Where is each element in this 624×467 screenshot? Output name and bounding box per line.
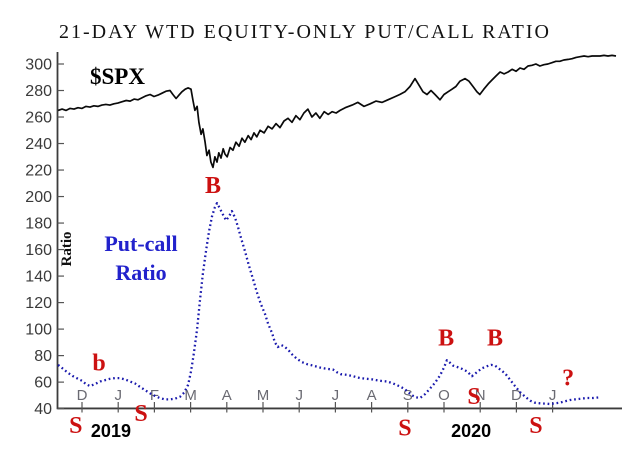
month-tick-label: D: [77, 387, 88, 404]
signal-S: S: [69, 413, 82, 439]
signal-S: S: [134, 401, 147, 427]
month-tick-label: A: [367, 387, 377, 404]
y-tick-label: 160: [25, 242, 52, 259]
y-tick-label: 100: [25, 322, 52, 339]
signal-S: S: [529, 413, 542, 439]
month-tick-label: D: [511, 387, 522, 404]
signal-S: S: [398, 416, 411, 442]
y-axis-title: Ratio: [59, 232, 75, 267]
spx-price-line: [57, 54, 617, 169]
y-tick-label: 240: [25, 136, 52, 153]
y-tick-label: 300: [25, 57, 52, 74]
month-tick-label: J: [114, 387, 122, 404]
question-mark-signal: ?: [562, 365, 574, 391]
month-tick-label: J: [549, 387, 557, 404]
y-tick-label: 120: [25, 295, 52, 312]
series-lines: [57, 54, 617, 406]
month-tick-label: N: [475, 387, 486, 404]
spx-series-label: $SPX: [90, 64, 145, 89]
y-tick-label: 180: [25, 216, 52, 233]
y-tick-label: 220: [25, 163, 52, 180]
y-tick-label: 280: [25, 83, 52, 100]
month-tick-label: M: [257, 387, 270, 404]
month-tick-label: J: [332, 387, 340, 404]
chart-title: 21-DAY WTD EQUITY-ONLY PUT/CALL RATIO: [59, 21, 551, 43]
month-tick-label: M: [184, 387, 197, 404]
signal-S: S: [467, 384, 480, 410]
signal-B: B: [487, 326, 503, 352]
year-label: 2019: [91, 421, 131, 441]
y-tick-label: 60: [34, 375, 52, 392]
y-tick-label: 200: [25, 189, 52, 206]
month-tick-label: J: [295, 387, 303, 404]
month-tick-label: O: [438, 387, 450, 404]
year-label: 2020: [451, 421, 491, 441]
y-tick-label: 80: [34, 348, 52, 365]
y-tick-label: 40: [34, 401, 52, 418]
signal-B: B: [205, 173, 221, 199]
putcall-series-label-line2: Ratio: [115, 260, 166, 285]
axes: 300 280 260 240 220 200 180 160 140 120 100 80 60 40 D…: [25, 52, 622, 441]
y-tick-label: 140: [25, 269, 52, 286]
putcall-ratio-line: [57, 202, 600, 406]
signal-b: b: [92, 351, 105, 377]
putcall-series-label-line1: Put-call: [104, 231, 177, 256]
month-tick-label: A: [222, 387, 232, 404]
y-tick-label: 260: [25, 110, 52, 127]
month-tick-label: S: [403, 387, 413, 404]
signal-B: B: [438, 326, 454, 352]
